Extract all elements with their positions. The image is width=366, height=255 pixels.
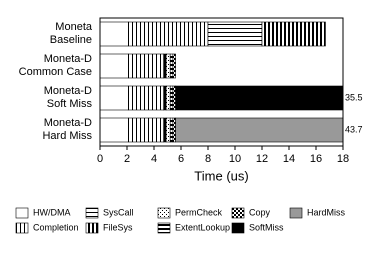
plot-area <box>100 21 343 143</box>
x-tick-label: 12 <box>256 153 268 165</box>
bar-segment <box>128 53 164 79</box>
x-tick-label: 10 <box>229 153 241 165</box>
legend-swatch <box>85 207 99 219</box>
bar-segment <box>100 53 129 79</box>
legend-label: HW/DMA <box>33 207 71 217</box>
bar-segment <box>169 85 174 111</box>
legend-label: Completion <box>33 222 79 232</box>
legend-label: FileSys <box>103 222 133 232</box>
legend-label: Copy <box>249 207 271 217</box>
legend-swatch <box>289 207 303 219</box>
bar-segment <box>100 21 129 47</box>
bar-segment <box>163 117 167 143</box>
x-tick-label: 14 <box>283 153 295 165</box>
x-tick-label: 2 <box>124 153 130 165</box>
value-label: 35.5 <box>345 92 363 102</box>
bar-segment <box>172 117 176 143</box>
legend-swatch <box>15 207 29 219</box>
legend-swatch <box>231 222 245 234</box>
bar-segment <box>128 85 164 111</box>
bar-segment <box>165 85 171 111</box>
bar-segment <box>172 53 176 79</box>
category-label: Moneta Baseline <box>49 21 92 46</box>
x-tick-label: 18 <box>337 153 349 165</box>
bar-segment <box>100 85 129 111</box>
legend-swatch <box>15 222 29 234</box>
bar-segment <box>172 85 176 111</box>
x-axis-label: Time (us) <box>194 168 248 183</box>
bar-segment <box>261 21 326 47</box>
bar-segment <box>163 85 167 111</box>
bar-segment <box>165 53 171 79</box>
plot-frame <box>99 17 344 147</box>
legend-label: PermCheck <box>175 207 223 217</box>
bar-segment <box>169 53 174 79</box>
legend-swatch <box>85 222 99 234</box>
bar-segment <box>169 117 174 143</box>
category-label: Moneta-D Hard Miss <box>42 117 92 142</box>
x-tick-label: 8 <box>205 153 211 165</box>
category-label: Moneta-D Soft Miss <box>43 85 92 110</box>
bar-segment <box>100 117 129 143</box>
legend-swatch <box>157 207 171 219</box>
value-label: 43.7 <box>345 124 363 134</box>
bar-segment <box>175 117 343 143</box>
legend-swatch <box>231 207 245 219</box>
x-tick-label: 0 <box>97 153 103 165</box>
bar-segment <box>163 53 167 79</box>
x-tick-label: 16 <box>310 153 322 165</box>
legend-label: SysCall <box>103 207 134 217</box>
x-tick-label: 4 <box>151 153 157 165</box>
bar-segment <box>165 117 171 143</box>
bar-segment <box>128 117 164 143</box>
legend-label: HardMiss <box>307 207 346 217</box>
bar-segment <box>207 21 263 47</box>
x-tick-label: 6 <box>178 153 184 165</box>
legend-swatch <box>157 222 171 234</box>
legend-label: SoftMiss <box>249 222 284 232</box>
bar-segment <box>175 85 343 111</box>
legend-label: ExtentLookup <box>175 222 230 232</box>
bar-segment <box>128 21 209 47</box>
category-label: Moneta-D Common Case <box>18 53 92 78</box>
